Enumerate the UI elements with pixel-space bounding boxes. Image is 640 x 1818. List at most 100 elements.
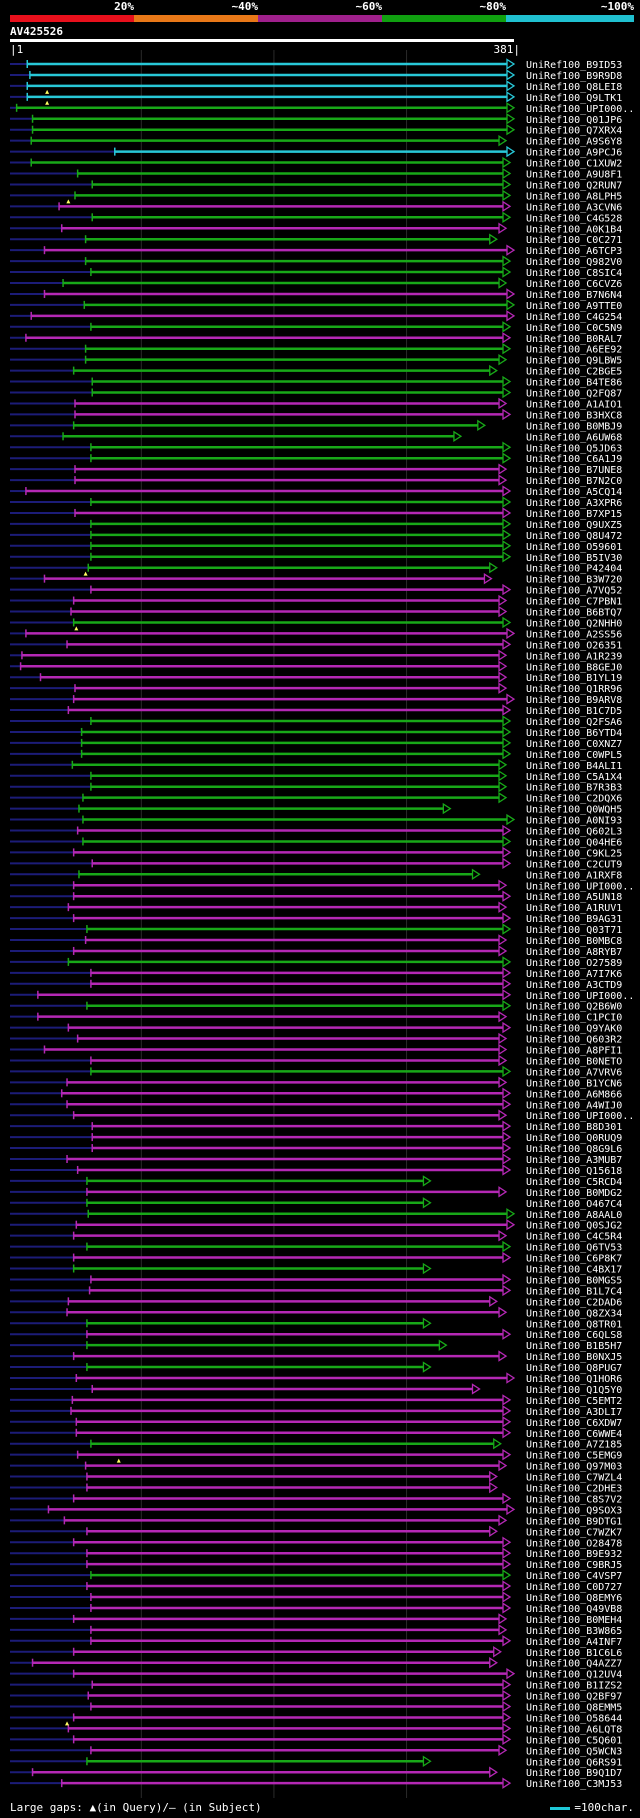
hit-label[interactable]: UniRef100_B6YTD4 — [526, 728, 622, 739]
hit-label[interactable]: UniRef100_A8LPH5 — [526, 191, 622, 202]
hit-label[interactable]: UniRef100_C6P8K7 — [526, 1254, 622, 1265]
hit-row[interactable]: UniRef100_Q603R2 — [10, 1032, 622, 1046]
hit-label[interactable]: UniRef100_Q8TR01 — [526, 1319, 622, 1330]
hit-label[interactable]: UniRef100_A9PCJ6 — [526, 148, 622, 159]
hit-row[interactable]: UniRef100_Q04HE6 — [10, 835, 622, 849]
hit-row[interactable]: UniRef100_A3MUB7 — [10, 1153, 622, 1167]
hit-label[interactable]: UniRef100_Q0SJG2 — [526, 1221, 622, 1232]
hit-row[interactable]: UniRef100_C4VSP7 — [10, 1569, 622, 1583]
hit-row[interactable]: UniRef100_A7Z185 — [10, 1438, 622, 1451]
hit-row[interactable]: UniRef100_C7PBN1 — [10, 594, 622, 608]
hit-row[interactable]: UniRef100_B9AG31 — [10, 912, 622, 926]
hit-row[interactable]: UniRef100_Q602L3 — [10, 824, 622, 838]
hit-label[interactable]: UniRef100_A7I7K6 — [526, 969, 622, 980]
hit-label[interactable]: UniRef100_A3XPR6 — [526, 498, 622, 509]
hit-label[interactable]: UniRef100_Q2RUN7 — [526, 180, 622, 191]
hit-row[interactable]: UniRef100_Q0WQH5 — [10, 802, 622, 816]
hit-label[interactable]: UniRef100_Q2BF97 — [526, 1692, 622, 1703]
hit-label[interactable]: UniRef100_O58644 — [526, 1713, 622, 1724]
hit-label[interactable]: UniRef100_C4VSP7 — [526, 1571, 622, 1582]
hit-label[interactable]: UniRef100_A8AAL0 — [526, 1210, 622, 1221]
hit-label[interactable]: UniRef100_A8RYB7 — [526, 947, 622, 958]
hit-label[interactable]: UniRef100_Q8EMM5 — [526, 1703, 622, 1714]
hit-row[interactable]: UniRef100_B8D301 — [10, 1120, 622, 1134]
hit-label[interactable]: UniRef100_B9DTG1 — [526, 1516, 622, 1527]
hit-label[interactable]: UniRef100_P42404 — [526, 564, 622, 575]
hit-label[interactable]: UniRef100_C4G254 — [526, 312, 622, 323]
hit-label[interactable]: UniRef100_Q12UV4 — [526, 1670, 622, 1681]
hit-row[interactable]: UniRef100_Q6TV53 — [10, 1240, 622, 1254]
hit-label[interactable]: UniRef100_C7WZL4 — [526, 1473, 622, 1484]
hit-label[interactable]: UniRef100_B7N6N4 — [526, 290, 622, 301]
hit-label[interactable]: UniRef100_Q9SOX3 — [526, 1505, 622, 1516]
hit-label[interactable]: UniRef100_B0RAL7 — [526, 334, 622, 345]
hit-label[interactable]: UniRef100_B0NETO — [526, 1056, 622, 1067]
hit-row[interactable]: UniRef100_C0XNZ7 — [10, 737, 622, 750]
hit-label[interactable]: UniRef100_C7WZK7 — [526, 1527, 622, 1538]
hit-label[interactable]: UniRef100_Q7XRX4 — [526, 126, 622, 137]
hit-row[interactable]: UniRef100_A1AIO1 — [10, 397, 622, 411]
hit-label[interactable]: UniRef100_B4TE86 — [526, 378, 622, 389]
hit-label[interactable]: UniRef100_A6LQT8 — [526, 1724, 622, 1735]
hit-row[interactable]: UniRef100_C6WWE4 — [10, 1427, 622, 1440]
hit-row[interactable]: UniRef100_C4G528 — [10, 211, 622, 225]
hit-row[interactable]: UniRef100_B6YTD4 — [10, 726, 622, 739]
hit-row[interactable]: UniRef100_O58644 — [10, 1711, 622, 1725]
hit-row[interactable]: UniRef100_UPI000.. — [10, 1109, 634, 1123]
hit-label[interactable]: UniRef100_C2CUT9 — [526, 859, 622, 870]
hit-row[interactable]: UniRef100_Q7XRX4 — [10, 124, 622, 137]
hit-label[interactable]: UniRef100_O28478 — [526, 1538, 622, 1549]
hit-label[interactable]: UniRef100_Q9YAK0 — [526, 1024, 622, 1035]
hit-label[interactable]: UniRef100_B9ID53 — [526, 60, 622, 71]
hit-label[interactable]: UniRef100_C6A1J9 — [526, 454, 622, 465]
hit-row[interactable]: UniRef100_Q5WCN3 — [10, 1744, 622, 1758]
hit-row[interactable]: UniRef100_A1RUV1 — [10, 901, 622, 915]
hit-label[interactable]: UniRef100_C1XUW2 — [526, 159, 622, 170]
hit-label[interactable]: UniRef100_B9ARV8 — [526, 695, 622, 706]
hit-label[interactable]: UniRef100_UPI000.. — [526, 1111, 634, 1122]
hit-label[interactable]: UniRef100_B6BTQ7 — [526, 608, 622, 619]
hit-label[interactable]: UniRef100_B7XP15 — [526, 509, 622, 520]
hit-row[interactable]: UniRef100_B9ARV8 — [10, 693, 622, 707]
hit-row[interactable]: UniRef100_B7UNE8 — [10, 463, 622, 477]
hit-row[interactable]: UniRef100_O467C4 — [10, 1197, 622, 1210]
hit-row[interactable]: UniRef100_A8PFI1 — [10, 1043, 622, 1057]
hit-label[interactable]: UniRef100_C2DHE3 — [526, 1484, 622, 1495]
hit-row[interactable]: UniRef100_B9Q1D7 — [10, 1766, 622, 1780]
hit-row[interactable]: UniRef100_A6M866 — [10, 1087, 622, 1101]
hit-row[interactable]: UniRef100_P42404 — [10, 562, 622, 575]
hit-row[interactable]: UniRef100_B7XP15 — [10, 507, 622, 520]
hit-row[interactable]: UniRef100_C2DHE3 — [10, 1481, 622, 1495]
hit-label[interactable]: UniRef100_O59601 — [526, 542, 622, 553]
hit-row[interactable]: UniRef100_UPI000.. — [10, 879, 634, 893]
hit-row[interactable]: UniRef100_B9ID53 — [10, 58, 622, 72]
hit-label[interactable]: UniRef100_C4BX17 — [526, 1265, 622, 1276]
hit-label[interactable]: UniRef100_B0MGS5 — [526, 1275, 622, 1286]
hit-row[interactable]: UniRef100_B5IV30 — [10, 551, 622, 564]
hit-row[interactable]: UniRef100_A6UW68 — [10, 430, 622, 444]
hit-row[interactable]: UniRef100_O27589 — [10, 956, 622, 969]
hit-label[interactable]: UniRef100_Q15618 — [526, 1166, 622, 1177]
hit-label[interactable]: UniRef100_C0XNZ7 — [526, 739, 622, 750]
hit-label[interactable]: UniRef100_B4ALI1 — [526, 761, 622, 772]
hit-row[interactable]: UniRef100_Q0SJG2 — [10, 1219, 622, 1232]
hit-row[interactable]: UniRef100_Q0RUQ9 — [10, 1131, 622, 1145]
hit-label[interactable]: UniRef100_Q8ZX34 — [526, 1308, 622, 1319]
hit-row[interactable]: UniRef100_UPI000.. — [10, 102, 634, 115]
hit-row[interactable]: UniRef100_A5CQ14 — [10, 485, 622, 499]
hit-label[interactable]: UniRef100_C5A1X4 — [526, 772, 622, 783]
hit-row[interactable]: UniRef100_C5Q601 — [10, 1733, 622, 1747]
hit-label[interactable]: UniRef100_Q8U472 — [526, 531, 622, 542]
hit-label[interactable]: UniRef100_Q2FQ87 — [526, 389, 622, 400]
hit-label[interactable]: UniRef100_Q1RR96 — [526, 684, 622, 695]
hit-label[interactable]: UniRef100_B1C7D5 — [526, 706, 622, 717]
hit-row[interactable]: UniRef100_A9PCJ6 — [10, 145, 622, 159]
hit-row[interactable]: UniRef100_A5UN18 — [10, 890, 622, 904]
hit-label[interactable]: UniRef100_B1B5H7 — [526, 1341, 622, 1352]
hit-row[interactable]: UniRef100_Q49VB8 — [10, 1602, 622, 1615]
hit-label[interactable]: UniRef100_C9KL25 — [526, 848, 622, 859]
hit-row[interactable]: UniRef100_C0WPL5 — [10, 748, 622, 761]
hit-row[interactable]: UniRef100_A6LQT8 — [10, 1722, 622, 1736]
hit-row[interactable]: UniRef100_Q4AZZ7 — [10, 1657, 622, 1670]
hit-row[interactable]: UniRef100_C2BGE5 — [10, 364, 622, 378]
